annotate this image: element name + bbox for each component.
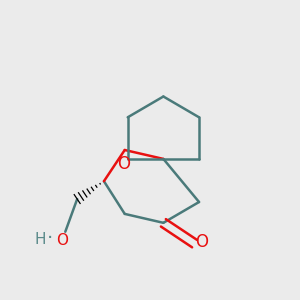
Text: O: O (196, 233, 208, 251)
Text: ·: · (47, 229, 54, 248)
Text: O: O (56, 233, 68, 248)
Text: O: O (117, 155, 130, 173)
Text: H: H (34, 232, 46, 247)
